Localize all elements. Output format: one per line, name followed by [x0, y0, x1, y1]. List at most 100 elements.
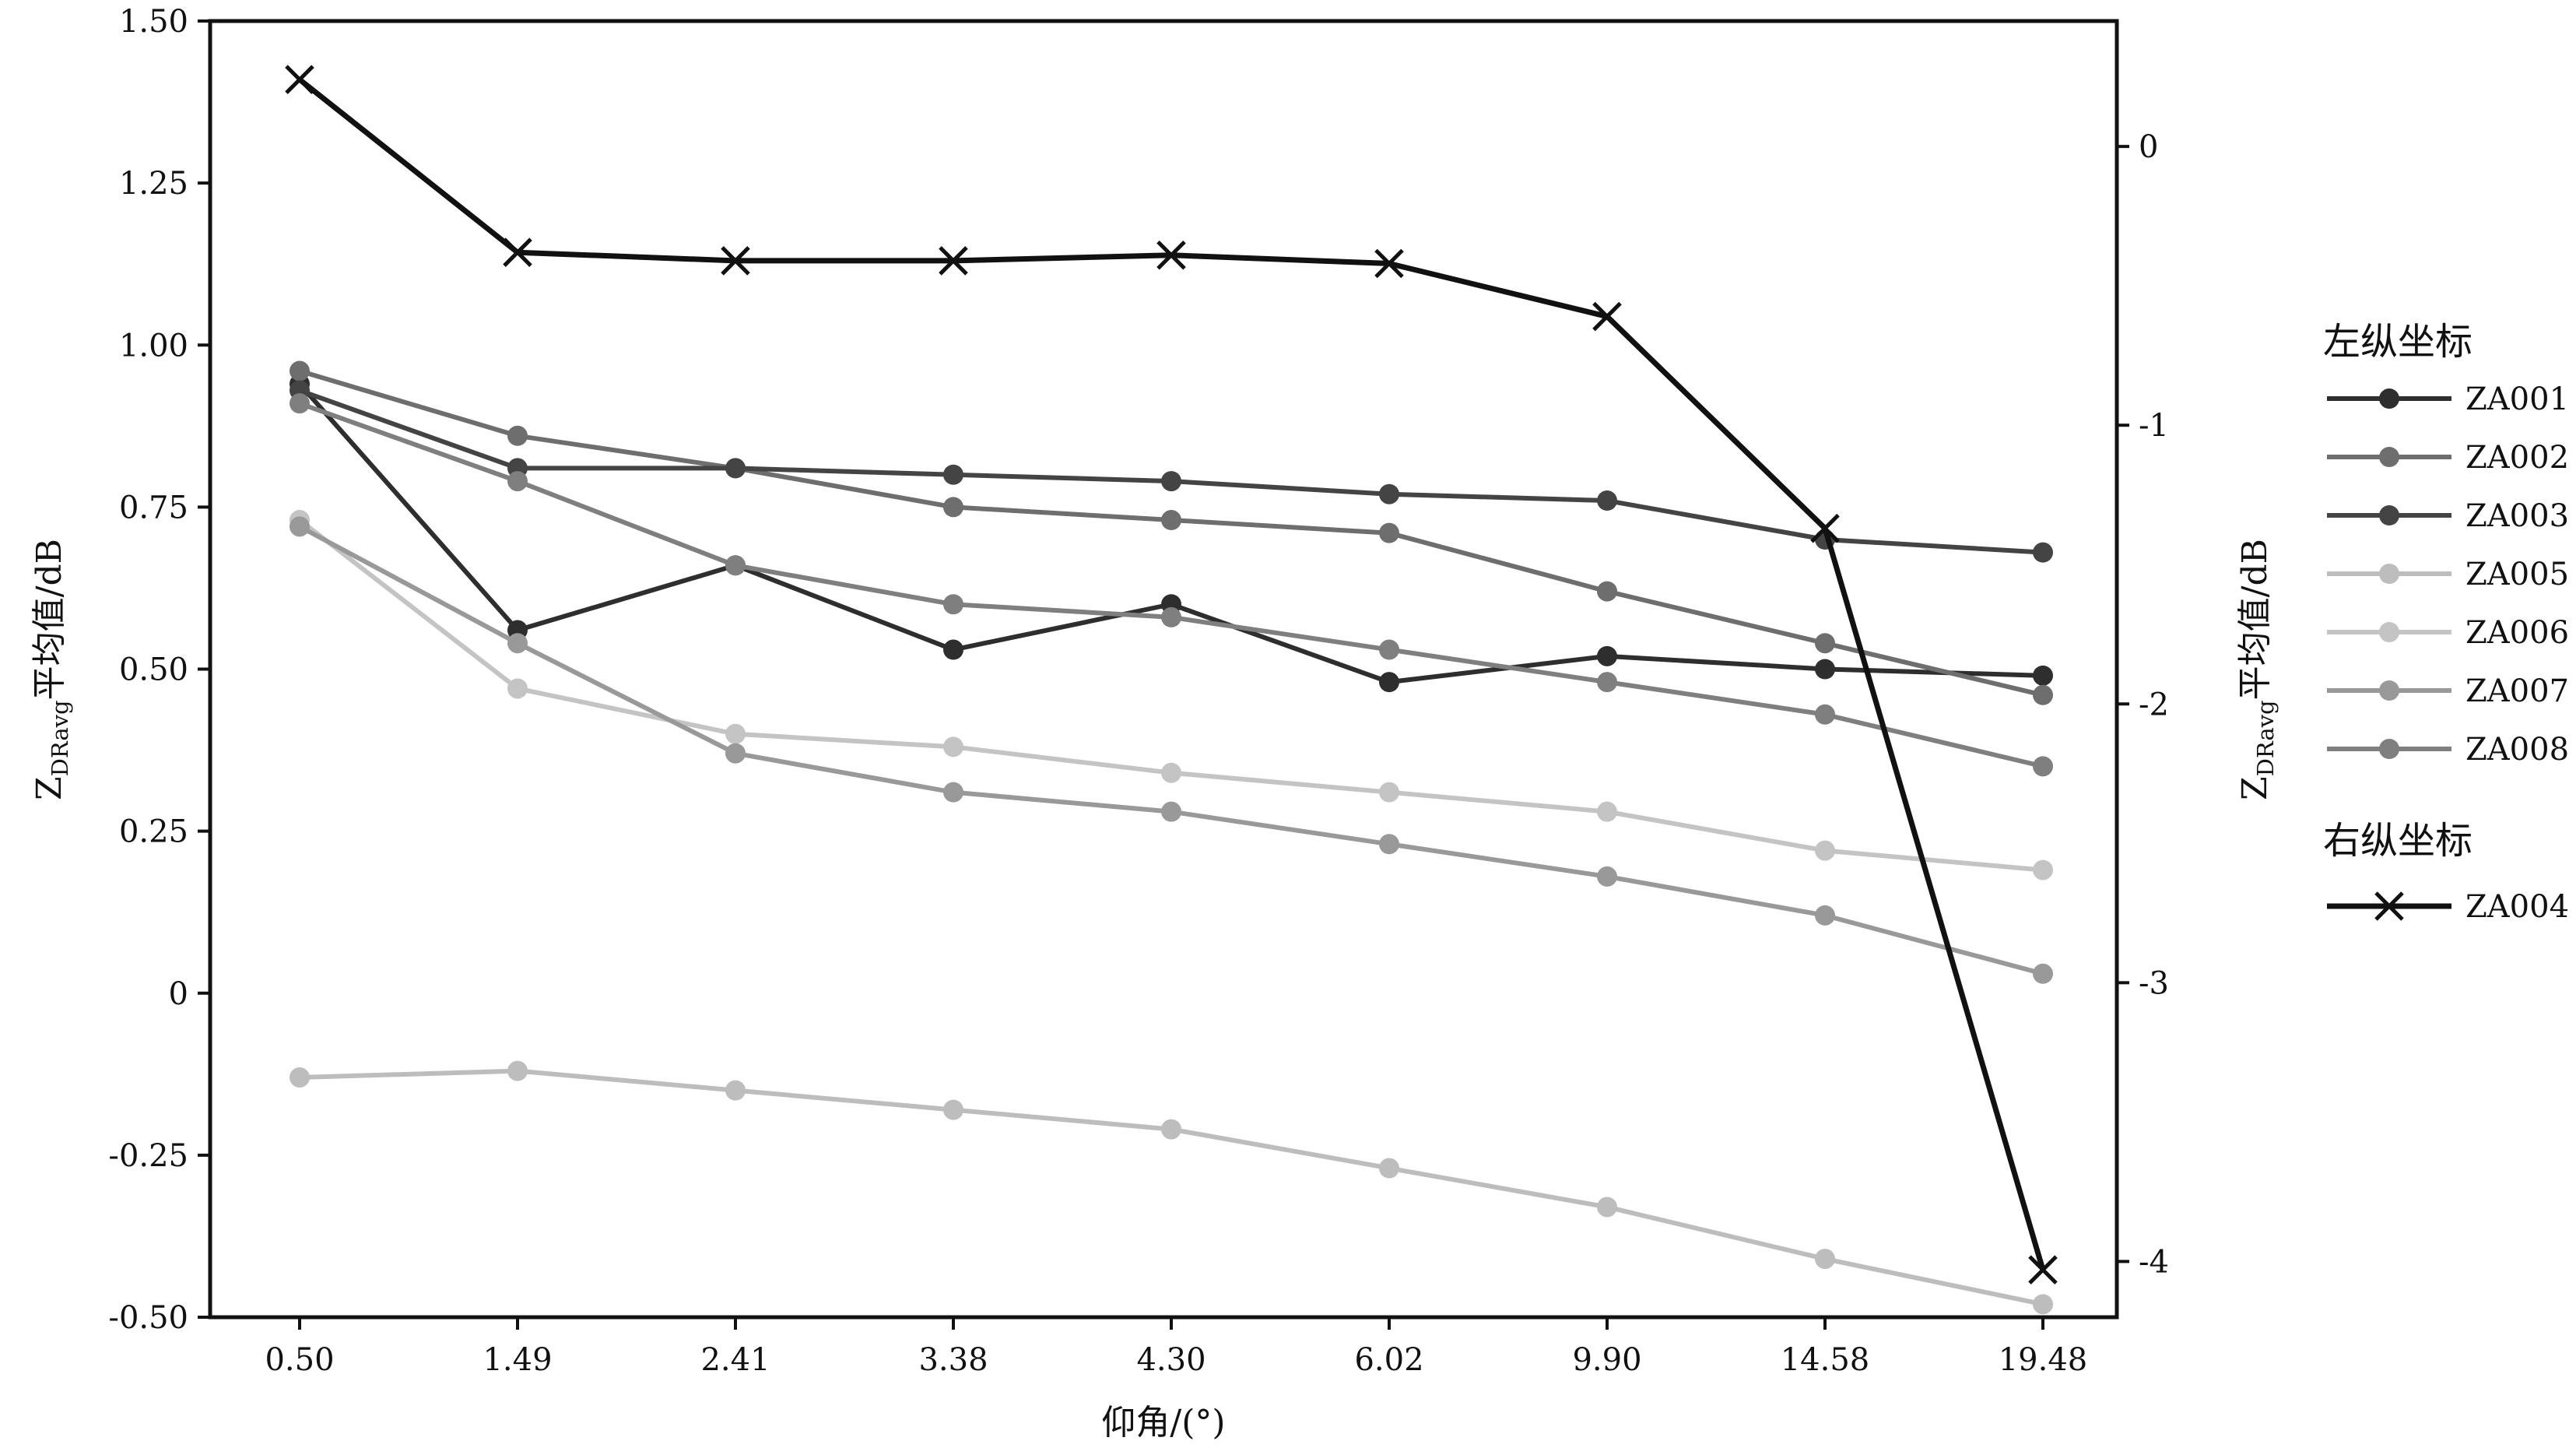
data-point [290, 393, 310, 414]
data-point [1161, 510, 1181, 531]
x-tick-label: 6.02 [1354, 1342, 1423, 1378]
x-tick-label: 0.50 [265, 1342, 334, 1378]
data-point [1379, 672, 1399, 693]
legend-items: ZA001 ZA002 ZA003 ZA005 ZA006 ZA007 ZA008 ZA004 [2327, 381, 2569, 925]
series-za004 [285, 65, 2058, 1285]
x-tick-label: 4.30 [1136, 1342, 1206, 1378]
data-point [2033, 1294, 2053, 1315]
data-point [1815, 1249, 1835, 1270]
right-tick-label: -1 [2139, 408, 2169, 444]
left-tick-label: 1.50 [119, 4, 188, 40]
data-point [1597, 581, 1617, 602]
data-point [1815, 905, 1835, 926]
left-tick-label: 0.50 [119, 652, 188, 688]
data-point [1161, 606, 1181, 627]
data-point [1379, 483, 1399, 504]
legend-item-za003: ZA003 [2327, 498, 2569, 534]
left-tick-label: 1.25 [119, 166, 188, 202]
legend-marker [2379, 680, 2399, 701]
x-tick-label: 19.48 [1999, 1342, 2088, 1378]
legend-marker [2379, 564, 2399, 584]
data-point [1379, 639, 1399, 660]
legend-marker [2379, 388, 2399, 409]
data-point [1379, 782, 1399, 803]
series-layer [285, 65, 2058, 1315]
data-point [285, 65, 314, 94]
data-point [2033, 963, 2053, 984]
legend-label: ZA005 [2465, 557, 2569, 592]
data-point [1815, 633, 1835, 654]
right-tick-label: -2 [2139, 687, 2169, 722]
data-point [1156, 241, 1186, 270]
data-point [1597, 801, 1617, 822]
legend-label: ZA007 [2465, 673, 2569, 709]
data-point [1815, 659, 1835, 680]
data-point [943, 1099, 963, 1120]
legend-label: ZA004 [2465, 889, 2569, 925]
x-tick-label: 14.58 [1781, 1342, 1870, 1378]
series-za003 [290, 380, 2053, 563]
data-point [943, 464, 963, 485]
data-point [943, 497, 963, 518]
data-point [507, 471, 528, 492]
x-axis-title: 仰角/(°) [1101, 1403, 1225, 1443]
data-point [2033, 684, 2053, 705]
series-za008 [290, 393, 2053, 777]
data-point [1597, 866, 1617, 887]
legend-item-za001: ZA001 [2327, 381, 2569, 417]
left-tick-label: 1.00 [119, 328, 188, 364]
data-point [507, 1060, 528, 1081]
legend-item-za007: ZA007 [2327, 673, 2569, 709]
data-point [1379, 522, 1399, 543]
data-point [1810, 513, 1840, 543]
series-line [297, 77, 2046, 1271]
data-point [1597, 645, 1617, 666]
legend-label: ZA002 [2465, 440, 2569, 476]
series-za006 [290, 510, 2053, 880]
x-axis-ticks: 0.50 1.49 2.41 3.38 4.30 6.02 9.90 14.58 19.48 [265, 1317, 2087, 1378]
right-tick-label: -4 [2139, 1244, 2169, 1280]
legend-label: ZA008 [2465, 732, 2569, 768]
right-axis-title: ZDRavg平均值/dB [2235, 539, 2279, 800]
left-tick-label: 0 [169, 976, 188, 1012]
data-point [290, 516, 310, 537]
data-point [1597, 672, 1617, 693]
data-point [1379, 1158, 1399, 1179]
series-line [298, 401, 2044, 769]
right-tick-label: 0 [2139, 129, 2158, 165]
x-tick-label: 1.49 [483, 1342, 552, 1378]
legend-label: ZA003 [2465, 498, 2569, 534]
right-axis-ticks: 0 -1 -2 -3 -4 [2117, 129, 2169, 1280]
data-point [2028, 1255, 2058, 1285]
data-point [2033, 756, 2053, 777]
data-point [1815, 704, 1835, 725]
data-point [1161, 762, 1181, 783]
left-tick-label: 0.75 [119, 490, 188, 525]
data-point [290, 1067, 310, 1088]
legend-item-za005: ZA005 [2327, 557, 2569, 592]
data-point [725, 723, 746, 744]
data-point [1374, 248, 1404, 279]
legend: 左纵坐标 右纵坐标 ZA001 ZA002 ZA003 ZA005 ZA006 ZA007… [2323, 320, 2569, 925]
x-tick-label: 3.38 [918, 1342, 988, 1378]
data-point [2033, 665, 2053, 686]
data-point [943, 639, 963, 660]
data-point [507, 678, 528, 699]
data-point [1161, 1119, 1181, 1140]
data-point [507, 425, 528, 446]
legend-marker [2379, 622, 2399, 642]
legend-marker [2374, 891, 2404, 921]
data-point [290, 360, 310, 381]
legend-marker [2379, 447, 2399, 467]
legend-label: ZA006 [2465, 615, 2569, 651]
data-point [1592, 301, 1622, 332]
data-point [2033, 542, 2053, 563]
left-axis-ticks: 1.50 1.25 1.00 0.75 0.50 0.25 0 -0.25 -0.50 [108, 4, 210, 1336]
data-point [1161, 801, 1181, 822]
legend-marker [2379, 505, 2399, 525]
legend-item-za008: ZA008 [2327, 732, 2569, 768]
right-tick-label: -3 [2139, 965, 2169, 1001]
legend-item-za002: ZA002 [2327, 440, 2569, 476]
left-tick-label: -0.50 [108, 1300, 188, 1336]
